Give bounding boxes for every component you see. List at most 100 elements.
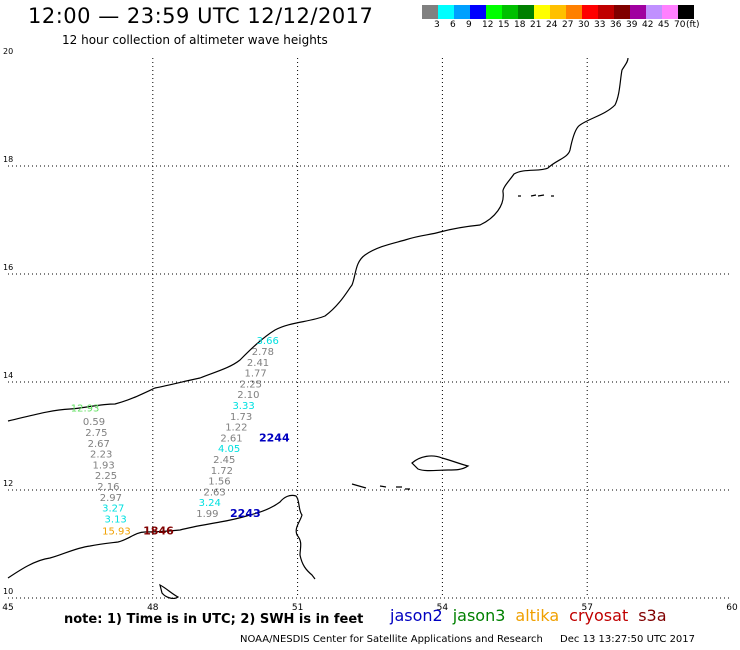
wave-height-label: 1.72 xyxy=(211,466,233,477)
satellite-label: jason3 xyxy=(452,606,506,625)
legend-swatch xyxy=(534,5,550,19)
credit-text: NOAA/NESDIS Center for Satellite Applica… xyxy=(240,634,543,645)
pass-time-label: 1846 xyxy=(143,524,174,537)
legend-label: 6 xyxy=(450,20,456,30)
altimeter-observations: 3.662.782.411.772.252.103.331.731.222.61… xyxy=(71,336,290,537)
map-title: 12:00 — 23:59 UTC 12/12/2017 xyxy=(28,4,374,28)
wave-height-label: 2.97 xyxy=(100,493,122,504)
legend-label: 9 xyxy=(466,20,472,30)
wave-height-label: 2.63 xyxy=(203,487,225,498)
kuria-muria-islands xyxy=(518,194,554,197)
legend-label: 33 xyxy=(594,20,606,30)
legend-label: 3 xyxy=(434,20,440,30)
wave-height-label: 2.61 xyxy=(220,433,242,444)
wave-height-label: 3.24 xyxy=(199,498,221,509)
legend-swatch xyxy=(646,5,662,19)
credit-line: NOAA/NESDIS Center for Satellite Applica… xyxy=(240,634,709,645)
wave-height-label: 3.13 xyxy=(105,514,127,525)
african-coastline xyxy=(7,494,316,580)
legend-swatch xyxy=(502,5,518,19)
latitude-tick-label: 12 xyxy=(3,479,13,488)
wave-height-label: 2.25 xyxy=(240,379,262,390)
legend-label: 15 xyxy=(498,20,510,30)
longitude-tick-label: 45 xyxy=(2,603,13,613)
legend-label: 27 xyxy=(562,20,574,30)
latitude-tick-label: 20 xyxy=(3,47,13,56)
wave-height-label: 1.56 xyxy=(208,477,230,488)
wave-height-label: 2.75 xyxy=(85,428,107,439)
legend-label: 70 xyxy=(674,20,686,30)
legend-swatch xyxy=(470,5,486,19)
longitude-tick-label: 60 xyxy=(726,603,738,613)
wave-height-label: 2.25 xyxy=(95,471,117,482)
satellite-label: jason2 xyxy=(390,606,443,625)
wave-height-label: 2.23 xyxy=(90,450,112,461)
legend-swatch xyxy=(454,5,470,19)
satellite-label: cryosat xyxy=(569,606,629,625)
wave-height-label: 2.67 xyxy=(88,439,110,450)
wave-height-label: 1.99 xyxy=(196,509,218,520)
legend-label: 24 xyxy=(546,20,558,30)
wave-height-label: 2.10 xyxy=(237,390,259,401)
wave-height-label: 2.45 xyxy=(213,455,235,466)
legend-label: 21 xyxy=(530,20,542,30)
legend-label: 18 xyxy=(514,20,526,30)
legend-color-bar xyxy=(422,5,694,19)
units-note: note: 1) Time is in UTC; 2) SWH is in fe… xyxy=(64,612,364,627)
arabian-coastline xyxy=(7,57,629,422)
color-legend: 3 6 9 12 15 18 21 24 27 30 33 36 39 42 45 70 (ft) xyxy=(422,5,700,31)
wave-height-label: 4.05 xyxy=(218,444,240,455)
latitude-tick-label: 10 xyxy=(3,587,13,596)
legend-swatch xyxy=(598,5,614,19)
wave-height-label: 3.33 xyxy=(232,401,254,412)
legend-swatch xyxy=(422,5,438,19)
legend-swatch xyxy=(486,5,502,19)
graticule xyxy=(8,58,732,598)
legend-swatch xyxy=(614,5,630,19)
longitude-tick-label: 48 xyxy=(147,603,159,613)
legend-swatch xyxy=(662,5,678,19)
legend-label: 45 xyxy=(658,20,670,30)
longitude-tick-label: 51 xyxy=(292,603,303,613)
latitude-tick-label: 18 xyxy=(3,155,13,164)
legend-swatch xyxy=(582,5,598,19)
wave-height-label: 1.73 xyxy=(230,412,252,423)
wave-height-label: 1.77 xyxy=(245,369,267,380)
longitude-tick-label: 54 xyxy=(437,603,449,613)
pass-time-label: 2244 xyxy=(259,431,290,444)
legend-label: 36 xyxy=(610,20,622,30)
legend-label: 30 xyxy=(578,20,590,30)
wave-height-label: 2.41 xyxy=(247,358,269,369)
wave-height-label: 0.59 xyxy=(83,417,105,428)
latitude-tick-label: 16 xyxy=(3,263,13,272)
generated-timestamp: Dec 13 13:27:50 UTC 2017 xyxy=(560,634,696,645)
wave-height-label: 1.22 xyxy=(225,423,247,434)
wave-height-label: 2.78 xyxy=(252,347,274,358)
longitude-tick-label: 57 xyxy=(581,603,592,613)
legend-swatch xyxy=(550,5,566,19)
wave-height-label: 2.16 xyxy=(97,482,119,493)
abd-al-kuri-island xyxy=(351,483,367,489)
satellite-label: altika xyxy=(515,606,560,625)
somali-rock-coast xyxy=(159,583,180,599)
wave-height-label: 1.93 xyxy=(92,460,114,471)
socotra-island xyxy=(411,455,470,472)
map-subtitle: 12 hour collection of altimeter wave hei… xyxy=(62,33,328,47)
legend-labels: 3 6 9 12 15 18 21 24 27 30 33 36 39 42 45 70 (ft) xyxy=(422,19,700,31)
satellite-legend: jason2 jason3 altika cryosat s3a xyxy=(390,606,677,625)
wave-height-label: 3.66 xyxy=(257,336,279,347)
legend-swatch xyxy=(518,5,534,19)
legend-label: 12 xyxy=(482,20,494,30)
legend-swatch xyxy=(566,5,582,19)
wave-height-label: 3.27 xyxy=(102,504,124,515)
wave-height-label: 15.93 xyxy=(102,526,131,537)
legend-swatch xyxy=(438,5,454,19)
pass-time-label: 2243 xyxy=(230,507,261,520)
coastline xyxy=(7,57,629,599)
latitude-tick-label: 14 xyxy=(3,371,13,380)
darsah-island xyxy=(396,486,410,490)
legend-label: 42 xyxy=(642,20,654,30)
legend-label: (ft) xyxy=(686,20,700,30)
legend-label: 39 xyxy=(626,20,638,30)
